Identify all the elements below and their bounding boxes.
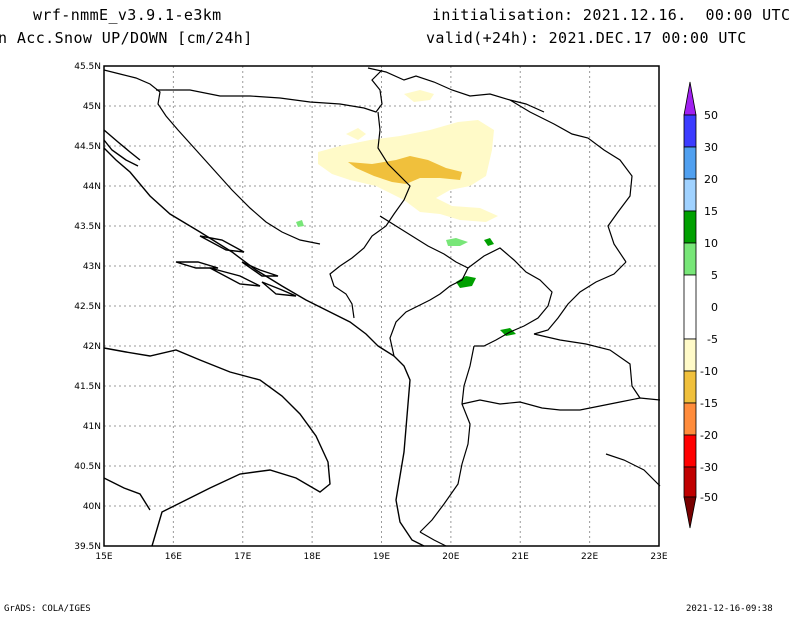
border-drina xyxy=(329,111,411,319)
map-frame xyxy=(103,65,660,547)
colorbar-bottom-arrow xyxy=(683,496,697,529)
lat-label: 40N xyxy=(83,502,101,512)
snow-field xyxy=(296,90,516,336)
lon-label: 21E xyxy=(512,552,529,562)
lat-lon-grid xyxy=(104,66,659,546)
adriatic-east-coast xyxy=(103,129,425,547)
lon-label: 22E xyxy=(581,552,598,562)
border-north xyxy=(103,69,321,245)
colorbar-bin-5-10 xyxy=(683,242,697,276)
lat-label: 45.5N xyxy=(74,62,101,72)
island-2 xyxy=(175,261,219,269)
colorbar-bin-m5-5 xyxy=(683,274,697,340)
snow-band-medium xyxy=(348,156,462,184)
snow-up-patch-5 xyxy=(296,220,304,227)
colorbar-label: 15 xyxy=(704,205,718,218)
colorbar-label: 10 xyxy=(704,237,718,250)
colorbar-label: -10 xyxy=(700,365,718,378)
lat-label: 44N xyxy=(83,182,101,192)
lat-label: 44.5N xyxy=(74,142,101,152)
island-1 xyxy=(199,235,245,253)
colorbar-label: -30 xyxy=(700,461,718,474)
colorbar-label: -5 xyxy=(707,333,718,346)
lon-label: 23E xyxy=(650,552,667,562)
lat-label: 42.5N xyxy=(74,302,101,312)
timestamp-label: 2021-12-16-09:38 xyxy=(686,604,773,614)
colorbar-bin-m20-m15 xyxy=(683,402,697,436)
snow-up-patch-4 xyxy=(500,328,516,336)
colorbar-label: -50 xyxy=(700,491,718,504)
island-5 xyxy=(241,261,279,277)
lat-label: 39.5N xyxy=(74,542,101,552)
lon-label: 20E xyxy=(442,552,459,562)
border-albania-macedonia xyxy=(419,345,475,533)
colorbar-bin-m10-m5 xyxy=(683,338,697,372)
colorbar-top-arrow xyxy=(683,81,697,116)
longitude-labels: 15E 16E 17E 18E 19E 20E 21E 22E 23E xyxy=(95,552,667,562)
field-title: n Acc.Snow UP/DOWN [cm/24h] xyxy=(0,29,253,47)
island-3 xyxy=(209,267,261,287)
border-serbia-romania xyxy=(509,99,633,263)
lon-label: 19E xyxy=(373,552,390,562)
colorbar-label: 0 xyxy=(711,301,718,314)
coastlines xyxy=(103,129,425,547)
border-serbia-hungary xyxy=(367,67,545,113)
lat-label: 41N xyxy=(83,422,101,432)
lat-label: 42N xyxy=(83,342,101,352)
colorbar-label: 20 xyxy=(704,173,718,186)
colorbar-label: 5 xyxy=(711,269,718,282)
border-greece xyxy=(605,453,661,487)
model-title: wrf-nmmE_v3.9.1-e3km xyxy=(33,6,222,24)
lat-label: 43N xyxy=(83,262,101,272)
colorbar-label: 30 xyxy=(704,141,718,154)
border-kosovo xyxy=(467,247,553,347)
init-time: initialisation: 2021.12.16. 00:00 UTC xyxy=(432,6,791,24)
colorbar-bin-10-15 xyxy=(683,210,697,244)
border-greece-coast xyxy=(419,531,447,547)
lon-label: 18E xyxy=(304,552,321,562)
colorbar-label: -20 xyxy=(700,429,718,442)
snow-up-patch-1 xyxy=(446,238,468,246)
lat-label: 43.5N xyxy=(74,222,101,232)
border-montenegro xyxy=(379,215,469,357)
borders xyxy=(103,67,661,547)
map-area: 15E 16E 17E 18E 19E 20E 21E 22E 23E 39.5N 40N 40.5… xyxy=(74,62,668,562)
snow-up-patch-2 xyxy=(484,238,494,246)
border-macedonia-greece xyxy=(461,397,661,411)
italy-coast xyxy=(103,347,331,547)
italy-heel xyxy=(103,477,151,511)
latitude-labels: 39.5N 40N 40.5N 41N 41.5N 42N 42.5N 43N 43.5N 44N… xyxy=(74,62,101,552)
snow-patch-west xyxy=(346,128,366,140)
colorbar-bin-m15-m10 xyxy=(683,370,697,404)
lon-label: 17E xyxy=(234,552,251,562)
lon-label: 16E xyxy=(165,552,182,562)
border-bosnia xyxy=(156,69,383,113)
border-serbia-bulgaria xyxy=(533,261,627,335)
colorbar-bin-15-20 xyxy=(683,178,697,212)
island-4 xyxy=(261,281,297,297)
snow-up-patch-3 xyxy=(456,276,476,288)
colorbar-label: -15 xyxy=(700,397,718,410)
colorbar-bin-m50-m30 xyxy=(683,466,697,498)
peninsula xyxy=(103,139,139,167)
snow-patch-north xyxy=(404,90,434,102)
lat-label: 45N xyxy=(83,102,101,112)
credit-label: GrADS: COLA/IGES xyxy=(4,604,91,614)
colorbar-bin-20-30 xyxy=(683,146,697,180)
colorbar-bin-m30-m20 xyxy=(683,434,697,468)
lat-label: 41.5N xyxy=(74,382,101,392)
lat-label: 40.5N xyxy=(74,462,101,472)
valid-time: valid(+24h): 2021.DEC.17 00:00 UTC xyxy=(426,29,747,47)
colorbar xyxy=(683,81,697,529)
colorbar-bin-30-50 xyxy=(683,114,697,148)
border-macedonia-bulgaria xyxy=(533,333,641,399)
lon-label: 15E xyxy=(95,552,112,562)
colorbar-label: 50 xyxy=(704,109,718,122)
